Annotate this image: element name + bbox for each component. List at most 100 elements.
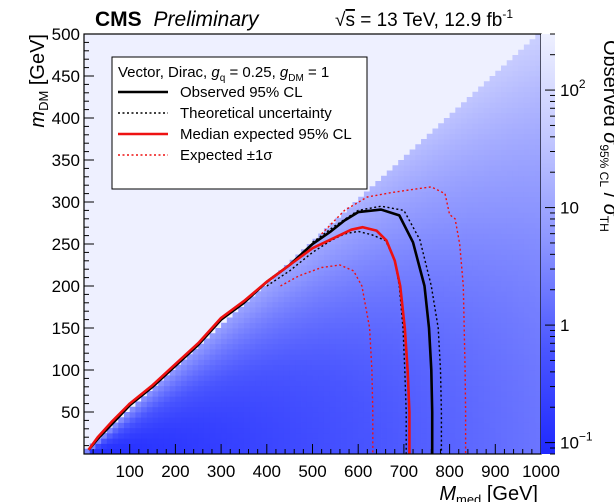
heatmap-cell <box>443 144 450 150</box>
heatmap-cell <box>512 202 519 208</box>
heatmap-cell <box>529 207 536 213</box>
heatmap-cell <box>392 370 399 376</box>
heatmap-cell <box>506 139 513 145</box>
heatmap-cell <box>243 333 251 339</box>
heatmap-cell <box>186 354 193 360</box>
heatmap-cell <box>455 338 462 345</box>
heatmap-cell <box>335 364 342 371</box>
heatmap-cell <box>335 380 342 387</box>
heatmap-cell <box>449 233 456 240</box>
heatmap-cell <box>512 97 519 103</box>
heatmap-cell <box>398 170 405 177</box>
heatmap-cell <box>518 233 525 240</box>
heatmap-cell <box>409 249 416 255</box>
heatmap-cell <box>386 301 393 308</box>
heatmap-cell <box>409 244 416 250</box>
heatmap-cell <box>289 443 296 450</box>
heatmap-cell <box>215 448 222 454</box>
heatmap-cell <box>278 338 285 345</box>
heatmap-cell <box>501 259 508 266</box>
heatmap-cell <box>323 354 331 360</box>
heatmap-cell <box>512 175 519 182</box>
heatmap-cell <box>381 223 388 229</box>
heatmap-cell <box>403 254 411 261</box>
heatmap-cell <box>432 270 439 276</box>
heatmap-cell <box>369 312 376 318</box>
heatmap-cell <box>266 328 273 334</box>
heatmap-cell <box>529 118 536 124</box>
heatmap-cell <box>426 317 433 324</box>
heatmap-cell <box>535 49 541 56</box>
heatmap-cell <box>352 217 359 224</box>
heatmap-cell <box>123 438 131 444</box>
heatmap-cell <box>461 181 468 187</box>
heatmap-cell <box>472 249 479 255</box>
heatmap-cell <box>386 448 393 454</box>
heatmap-cell <box>323 301 331 308</box>
heatmap-cell <box>432 370 439 376</box>
heatmap-cell <box>438 233 445 240</box>
heatmap-cell <box>181 438 188 444</box>
heatmap-cell <box>478 249 485 255</box>
heatmap-cell <box>323 286 331 292</box>
heatmap-cell <box>392 380 399 387</box>
z-tick-label: 10 <box>560 199 579 218</box>
heatmap-cell <box>146 417 153 423</box>
heatmap-cell <box>518 86 525 93</box>
heatmap-cell <box>238 427 245 434</box>
heatmap-cell <box>438 212 445 219</box>
heatmap-cell <box>518 249 525 255</box>
heatmap-cell <box>363 254 371 261</box>
heatmap-cell <box>455 170 462 177</box>
heatmap-cell <box>523 417 530 423</box>
heatmap-cell <box>501 97 508 103</box>
heatmap-cell <box>232 412 239 418</box>
heatmap-cell <box>518 154 525 161</box>
heatmap-cell <box>306 275 313 282</box>
heatmap-cell <box>518 270 525 276</box>
heatmap-cell <box>346 417 353 423</box>
heatmap-cell <box>301 265 308 271</box>
heatmap-cell <box>392 359 399 366</box>
heatmap-cell <box>84 448 91 454</box>
heatmap-cell <box>198 380 205 387</box>
heatmap-cell <box>301 433 308 439</box>
heatmap-cell <box>175 370 182 376</box>
heatmap-cell <box>455 427 462 434</box>
heatmap-cell <box>455 181 462 187</box>
heatmap-cell <box>466 265 473 271</box>
heatmap-cell <box>426 312 433 318</box>
heatmap-cell <box>323 254 331 261</box>
heatmap-cell <box>409 286 416 292</box>
heatmap-cell <box>255 354 262 360</box>
heatmap-cell <box>272 401 279 408</box>
heatmap-cell <box>518 338 525 345</box>
heatmap-cell <box>495 196 502 203</box>
heatmap-cell <box>489 97 496 103</box>
heatmap-cell <box>158 427 165 434</box>
heatmap-cell <box>289 396 296 402</box>
heatmap-cell <box>386 333 393 339</box>
heatmap-cell <box>278 286 285 292</box>
heatmap-cell <box>398 202 405 208</box>
heatmap-cell <box>483 265 490 271</box>
heatmap-cell <box>466 223 473 229</box>
heatmap-cell <box>506 280 513 287</box>
heatmap-cell <box>118 433 125 439</box>
heatmap-cell <box>438 196 445 203</box>
heatmap-cell <box>398 364 405 371</box>
heatmap-cell <box>335 301 342 308</box>
heatmap-cell <box>535 97 541 103</box>
heatmap-cell <box>352 401 359 408</box>
heatmap-cell <box>523 49 530 56</box>
heatmap-cell <box>266 280 273 287</box>
heatmap-cell <box>312 349 319 355</box>
heatmap-cell <box>352 333 359 339</box>
heatmap-cell <box>415 270 422 276</box>
heatmap-cell <box>375 280 382 287</box>
heatmap-cell <box>266 406 273 413</box>
heatmap-cell <box>421 406 428 413</box>
heatmap-cell <box>523 438 530 444</box>
heatmap-cell <box>489 144 496 150</box>
heatmap-cell <box>375 312 382 318</box>
